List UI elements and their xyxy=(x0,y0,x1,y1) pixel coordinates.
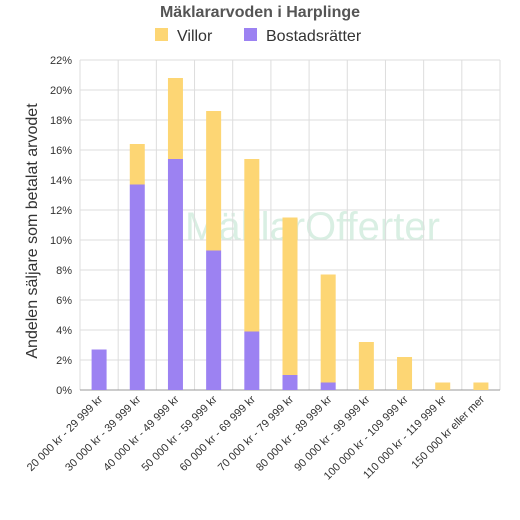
bar-bostadsr-tter xyxy=(206,250,222,390)
x-tick-label: 70 000 kr - 79 999 kr xyxy=(216,393,296,473)
bar-villor xyxy=(435,382,451,390)
bar-bostadsr-tter xyxy=(91,349,107,390)
bar-villor xyxy=(358,342,374,390)
x-tick-label: 50 000 kr - 59 999 kr xyxy=(139,393,219,473)
bar-villor xyxy=(473,382,489,390)
y-tick-label: 20% xyxy=(50,85,72,97)
bar-bostadsr-tter xyxy=(282,375,298,390)
bar-bostadsr-tter xyxy=(129,184,145,390)
bar-villor xyxy=(167,78,183,159)
legend-label: Villor xyxy=(177,28,213,45)
chart-title: Mäklararvoden i Harplinge xyxy=(160,4,360,21)
bar-villor xyxy=(129,144,145,185)
y-tick-label: 2% xyxy=(56,355,72,367)
y-tick-label: 18% xyxy=(50,115,72,127)
bar-bostadsr-tter xyxy=(167,159,183,390)
y-tick-label: 16% xyxy=(50,145,72,157)
x-tick-label: 90 000 kr - 99 999 kr xyxy=(292,393,372,473)
bar-villor xyxy=(397,357,413,390)
x-tick-label: 30 000 kr - 39 999 kr xyxy=(63,393,143,473)
x-tick-label: 20 000 kr - 29 999 kr xyxy=(25,393,105,473)
watermark: MäklarOfferter xyxy=(185,205,440,249)
bar-bostadsr-tter xyxy=(244,331,260,390)
y-tick-label: 22% xyxy=(50,55,72,67)
y-tick-label: 14% xyxy=(50,175,72,187)
bar-villor xyxy=(206,111,222,251)
bar-villor xyxy=(282,217,298,375)
bar-villor xyxy=(244,159,260,332)
y-axis-label: Andelen säljare som betalat arvodet xyxy=(24,103,41,359)
legend-label: Bostadsrätter xyxy=(266,28,362,45)
y-tick-label: 0% xyxy=(56,385,72,397)
legend: Villor Bostadsrätter xyxy=(155,28,362,45)
y-tick-label: 12% xyxy=(50,205,72,217)
x-tick-label: 40 000 kr - 49 999 kr xyxy=(101,393,181,473)
y-tick-label: 4% xyxy=(56,325,72,337)
y-tick-label: 6% xyxy=(56,295,72,307)
y-axis-ticks: 0% 2% 4% 6% 8% 10% 12% 14% 16% 18% 20% 22% xyxy=(50,55,72,397)
bars xyxy=(91,78,489,390)
bar-bostadsr-tter xyxy=(320,382,336,390)
x-tick-label: 60 000 kr - 69 999 kr xyxy=(178,393,258,473)
y-tick-label: 10% xyxy=(50,235,72,247)
legend-swatch xyxy=(244,28,257,41)
bar-villor xyxy=(320,274,336,383)
y-tick-label: 8% xyxy=(56,265,72,277)
x-tick-label: 150 000 kr eller mer xyxy=(409,393,487,471)
x-tick-label: 80 000 kr - 89 999 kr xyxy=(254,393,334,473)
legend-swatch xyxy=(155,28,168,41)
